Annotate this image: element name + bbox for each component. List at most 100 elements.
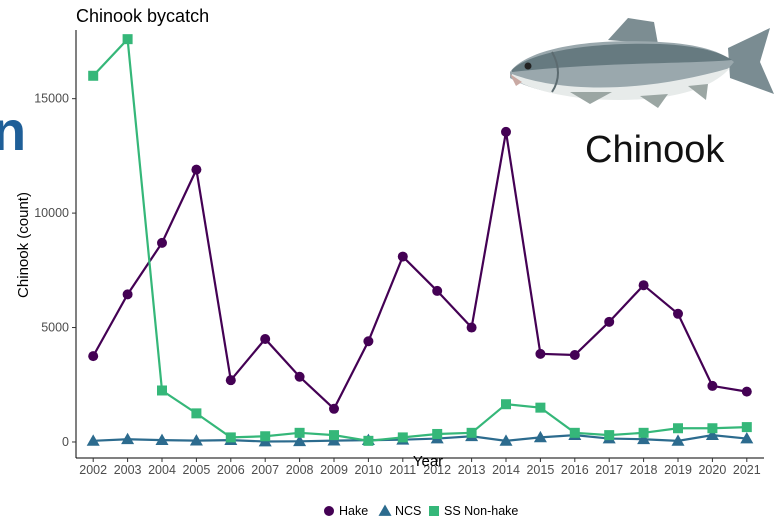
legend: Hake NCS SS Non-hake — [324, 504, 518, 518]
x-tick-label: 2021 — [733, 463, 761, 477]
data-point-ncs — [86, 434, 100, 446]
data-point-ss-non-hake — [707, 423, 718, 434]
x-tick-label: 2006 — [217, 463, 245, 477]
x-tick-label: 2003 — [114, 463, 142, 477]
data-point-hake — [157, 237, 167, 248]
data-point-ss-non-hake — [397, 432, 408, 443]
series-line-hake — [92, 131, 747, 411]
x-tick-label: 2012 — [423, 463, 451, 477]
data-point-ss-non-hake — [88, 70, 99, 81]
x-tick-label: 2004 — [148, 463, 176, 477]
legend-item-ss-non-hake: SS Non-hake — [429, 504, 518, 518]
series-line-ncs — [93, 434, 747, 443]
chinook-salmon-icon — [510, 18, 774, 108]
x-tick-label: 2007 — [251, 463, 279, 477]
legend-key-ss-non-hake — [429, 506, 439, 516]
data-point-hake — [535, 348, 546, 359]
x-axis-ticks: 2002 2003 2004 2005 2006 2007 2008 2009 2010 2011… — [79, 458, 761, 477]
data-point-hake — [363, 336, 374, 347]
y-tick-label: 10000 — [34, 206, 69, 220]
y-axis-label: Chinook (count) — [15, 192, 32, 298]
data-point-ss-non-hake — [569, 427, 580, 438]
data-point-hake — [88, 351, 99, 362]
data-point-ss-non-hake — [604, 430, 615, 441]
legend-key-ncs — [378, 504, 392, 516]
data-point-hake — [569, 350, 580, 361]
data-point-hake — [707, 380, 718, 391]
series-hake — [88, 126, 752, 414]
data-point-ss-non-hake — [329, 430, 339, 441]
y-tick-label: 5000 — [41, 321, 69, 335]
x-tick-label: 2010 — [354, 463, 382, 477]
series-ss-non-hake — [88, 34, 752, 446]
data-point-ss-non-hake — [638, 427, 649, 438]
data-point-hake — [432, 285, 443, 296]
data-point-ss-non-hake — [260, 431, 271, 442]
data-point-ss-non-hake — [157, 385, 167, 396]
data-point-hake — [501, 126, 511, 137]
data-point-hake — [225, 375, 236, 386]
data-point-ss-non-hake — [432, 428, 443, 439]
chinook-overlay-label: Chinook — [585, 129, 725, 171]
x-tick-label: 2019 — [664, 463, 692, 477]
data-point-ncs — [671, 434, 685, 446]
data-point-ncs — [637, 432, 651, 445]
x-tick-label: 2018 — [630, 463, 658, 477]
x-tick-label: 2005 — [182, 463, 210, 477]
chart-title: Chinook bycatch — [76, 6, 209, 26]
data-point-ss-non-hake — [225, 432, 236, 443]
data-point-ncs — [189, 434, 203, 446]
data-point-ncs — [533, 430, 547, 443]
data-point-ncs — [293, 434, 307, 447]
x-tick-label: 2015 — [526, 463, 554, 477]
data-point-hake — [638, 280, 649, 291]
legend-item-ncs: NCS — [378, 504, 421, 518]
data-point-ss-non-hake — [191, 408, 202, 419]
x-tick-label: 2020 — [698, 463, 726, 477]
data-point-hake — [260, 333, 271, 344]
data-point-ncs — [740, 432, 754, 444]
x-tick-label: 2014 — [492, 463, 520, 477]
data-point-hake — [673, 308, 683, 319]
x-tick-label: 2013 — [458, 463, 486, 477]
legend-label-hake: Hake — [339, 504, 368, 518]
legend-label-ncs: NCS — [395, 504, 421, 518]
cropped-edge-glyph: n — [0, 99, 26, 162]
data-point-ss-non-hake — [294, 427, 305, 438]
x-tick-label: 2017 — [595, 463, 623, 477]
y-tick-label: 15000 — [34, 92, 69, 106]
series-line-ss-non-hake — [92, 36, 747, 442]
x-tick-label: 2011 — [389, 463, 416, 477]
data-point-ncs — [499, 434, 513, 446]
y-tick-label: 0 — [62, 435, 69, 449]
x-tick-label: 2016 — [561, 463, 589, 477]
data-point-ss-non-hake — [363, 435, 374, 446]
legend-item-hake: Hake — [324, 504, 368, 518]
data-point-hake — [122, 289, 133, 300]
legend-label-ss-non-hake: SS Non-hake — [444, 504, 518, 518]
data-point-ss-non-hake — [466, 427, 477, 438]
data-point-hake — [397, 251, 408, 262]
y-axis-ticks: 0 5000 10000 15000 — [34, 92, 76, 449]
x-tick-label: 2008 — [286, 463, 314, 477]
data-point-ss-non-hake — [122, 34, 133, 45]
data-point-hake — [604, 316, 615, 327]
data-point-ncs — [155, 433, 169, 446]
legend-key-hake — [324, 506, 334, 516]
data-point-ss-non-hake — [673, 423, 683, 434]
data-point-hake — [294, 371, 305, 382]
data-point-hake — [191, 164, 202, 175]
data-point-ss-non-hake — [535, 402, 546, 413]
x-axis-label: Year — [413, 453, 443, 470]
series-layer — [86, 34, 754, 447]
data-point-ss-non-hake — [741, 422, 752, 433]
data-point-ncs — [705, 428, 719, 440]
data-point-hake — [741, 386, 752, 397]
data-point-hake — [329, 403, 339, 414]
data-point-hake — [466, 322, 477, 333]
data-point-ss-non-hake — [501, 399, 511, 410]
data-point-ncs — [121, 432, 135, 445]
x-tick-label: 2009 — [320, 463, 348, 477]
x-tick-label: 2002 — [79, 463, 107, 477]
